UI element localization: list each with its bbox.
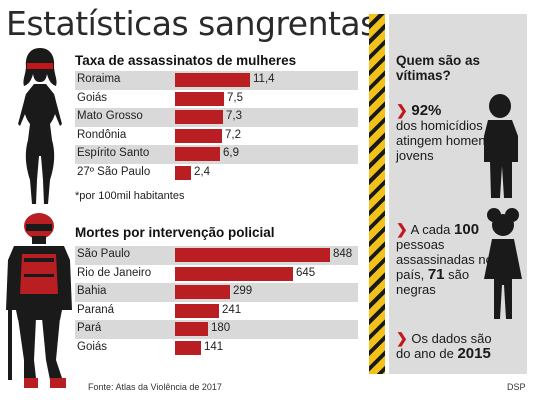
- table-row: Bahia 299: [75, 283, 358, 302]
- chart-title-women-murder-rate: Taxa de assassinatos de mulheres: [75, 53, 297, 68]
- stat-data-year: ❯ Os dados são do ano de 2015: [396, 330, 508, 362]
- women-murder-rate-chart: Roraima 11,4 Goiás 7,5 Mato Grosso 7,3 Rondôni…: [75, 71, 358, 182]
- table-row: Goiás 141: [75, 339, 358, 358]
- bar: [175, 340, 201, 355]
- bar-category-label: Roraima: [77, 73, 121, 85]
- table-row: Pará 180: [75, 320, 358, 339]
- bar: [175, 266, 293, 281]
- page-title: Estatísticas sangrentas: [6, 4, 377, 43]
- bar: [175, 285, 230, 299]
- table-row: Goiás 7,5: [75, 90, 358, 109]
- stat2-middle: pessoas assassinadas no país,: [396, 237, 493, 282]
- chart-title-police-killings: Mortes por intervenção policial: [75, 225, 275, 240]
- bar-category-label: Espírito Santo: [77, 147, 150, 159]
- table-row: Mato Grosso 7,3: [75, 108, 358, 127]
- table-row: 27º São Paulo 2,4: [75, 164, 358, 183]
- source-note: Fonte: Atlas da Violência de 2017: [88, 382, 222, 392]
- stat2-suffix: são negras: [396, 267, 470, 297]
- police-killings-chart: São Paulo 848 Rio de Janeiro 645 Bahia 299 Par…: [75, 246, 358, 357]
- table-row: Espírito Santo 6,9: [75, 145, 358, 164]
- table-row: São Paulo 848: [75, 246, 358, 265]
- bar-value-label: 7,3: [226, 110, 242, 122]
- arrow-icon: ❯: [396, 330, 408, 346]
- bar-category-label: Rio de Janeiro: [77, 266, 152, 279]
- victims-question: Quem são as vítimas?: [396, 53, 486, 83]
- stat1-text: dos homicídios atingem homens jovens: [396, 118, 493, 163]
- table-row: Rondônia 7,2: [75, 127, 358, 146]
- stat2-number2: 71: [427, 266, 445, 283]
- table-row: Rio de Janeiro 645: [75, 265, 358, 284]
- bar-value-label: 2,4: [194, 165, 210, 178]
- bar-value-label: 848: [333, 248, 353, 260]
- bar-category-label: Rondônia: [77, 128, 127, 141]
- bar-category-label: Goiás: [77, 91, 108, 104]
- chart-footnote: *por 100mil habitantes: [75, 190, 185, 202]
- girl-silhouette-icon: [484, 208, 522, 319]
- bar: [175, 303, 219, 318]
- table-row: Roraima 11,4: [75, 71, 358, 90]
- bar-category-label: Goiás: [77, 340, 108, 353]
- stat2-prefix: A cada: [410, 222, 451, 237]
- bar-value-label: 299: [233, 285, 253, 297]
- bar: [175, 110, 223, 124]
- bar-value-label: 6,9: [223, 147, 239, 159]
- bar-value-label: 7,5: [227, 91, 243, 104]
- striped-divider: [369, 14, 385, 374]
- bar-category-label: Pará: [77, 322, 102, 334]
- stat1-number: 92%: [411, 102, 442, 119]
- woman-silhouette-icon: [18, 48, 62, 204]
- stat3-year: 2015: [457, 345, 491, 362]
- bar: [175, 73, 250, 87]
- stat-black-victims: ❯ A cada 100 pessoas assassinadas no paí…: [396, 221, 496, 298]
- bar-value-label: 241: [222, 303, 242, 316]
- bar-category-label: São Paulo: [77, 248, 131, 260]
- stat-young-men: ❯ 92% dos homicídios atingem homens jove…: [396, 102, 496, 164]
- bar-category-label: Paraná: [77, 303, 115, 316]
- stat3-text: Os dados são do ano de: [396, 331, 492, 361]
- arrow-icon: ❯: [396, 102, 408, 118]
- bar-category-label: Bahia: [77, 285, 107, 297]
- table-row: Paraná 241: [75, 302, 358, 321]
- bar-value-label: 180: [211, 322, 231, 334]
- arrow-icon: ❯: [396, 221, 408, 237]
- bar: [175, 128, 222, 143]
- bar: [175, 91, 224, 106]
- bar-category-label: 27º São Paulo: [77, 165, 151, 178]
- bar: [175, 165, 191, 180]
- bar: [175, 147, 220, 161]
- bar-value-label: 7,2: [225, 128, 241, 141]
- bar-value-label: 141: [204, 340, 224, 353]
- bar: [175, 248, 330, 262]
- bar-category-label: Mato Grosso: [77, 110, 143, 122]
- credit: DSP: [507, 382, 526, 392]
- stat2-number: 100: [454, 221, 480, 238]
- bar-value-label: 11,4: [253, 73, 275, 85]
- victims-question-text: Quem são as vítimas?: [396, 53, 481, 83]
- young-man-silhouette-icon: [484, 94, 518, 198]
- bar: [175, 322, 208, 336]
- police-officer-icon: [6, 213, 72, 388]
- bar-value-label: 645: [296, 266, 316, 279]
